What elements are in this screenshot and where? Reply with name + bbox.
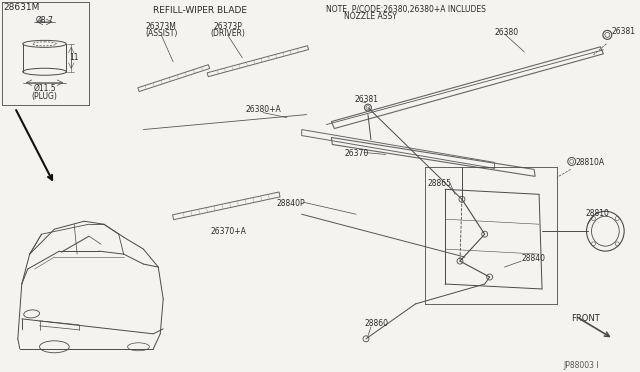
- Text: 26370: 26370: [344, 150, 369, 158]
- Text: 28631M: 28631M: [3, 3, 39, 12]
- Text: NOZZLE ASSY: NOZZLE ASSY: [344, 12, 397, 21]
- Text: (ASSIST): (ASSIST): [145, 29, 177, 38]
- Text: (DRIVER): (DRIVER): [210, 29, 245, 38]
- Text: 28865: 28865: [428, 179, 451, 188]
- Text: 28840P: 28840P: [277, 199, 305, 208]
- Text: 26381: 26381: [354, 94, 378, 104]
- Text: 26373M: 26373M: [146, 22, 177, 31]
- Text: Ø8.7: Ø8.7: [36, 16, 54, 25]
- Text: 28810: 28810: [586, 209, 609, 218]
- Text: 26380+A: 26380+A: [245, 105, 281, 113]
- Text: 11: 11: [69, 53, 79, 62]
- Text: 26380: 26380: [495, 28, 518, 37]
- Text: 26370+A: 26370+A: [211, 227, 246, 236]
- Text: NOTE, P/CODE:26380,26380+A INCLUDES: NOTE, P/CODE:26380,26380+A INCLUDES: [326, 5, 486, 14]
- Text: (PLUG): (PLUG): [31, 92, 58, 101]
- Text: REFILL-WIPER BLADE: REFILL-WIPER BLADE: [154, 6, 247, 15]
- Text: JP88003 I: JP88003 I: [564, 361, 600, 370]
- Text: 28860: 28860: [364, 319, 388, 328]
- Text: 28840: 28840: [521, 254, 545, 263]
- Text: 26373P: 26373P: [213, 22, 242, 31]
- Text: FRONT: FRONT: [571, 314, 600, 323]
- Text: Ø11.5: Ø11.5: [33, 84, 56, 93]
- Text: 26381: 26381: [611, 28, 636, 36]
- Text: 28810A: 28810A: [575, 158, 605, 167]
